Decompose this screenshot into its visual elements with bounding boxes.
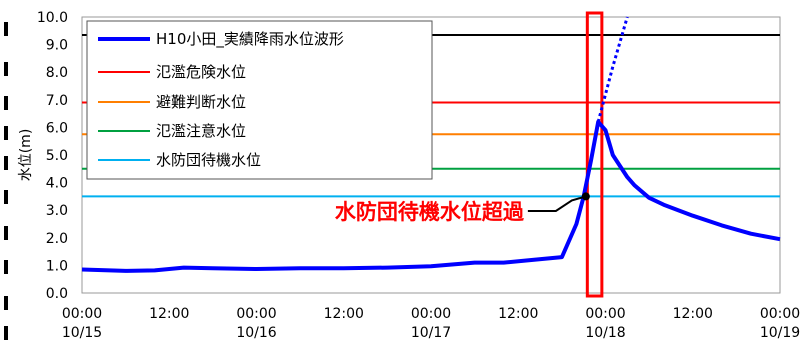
x-tick-time-label: 12:00 <box>149 306 189 322</box>
legend-label-ref-4: 水防団待機水位 <box>156 151 261 169</box>
y-tick-label: 8.0 <box>46 65 68 81</box>
y-axis-ticks: 0.0 1.0 2.0 3.0 4.0 5.0 6.0 7.0 8.0 9.0 10.0 <box>37 10 68 302</box>
x-tick-time-label: 12:00 <box>498 306 538 322</box>
y-tick-label: 2.0 <box>46 231 68 247</box>
annotation-label: 水防団待機水位超過 <box>335 200 525 224</box>
x-tick-date-label: 10/15 <box>62 325 102 341</box>
legend-label-series: H10小田_実績降雨水位波形 <box>156 30 344 49</box>
highlight-band <box>585 11 604 298</box>
x-axis-ticks: 00:00 10/15 12:00 00:00 10/16 12:00 00:00 10/17… <box>62 306 800 341</box>
y-tick-label: 3.0 <box>46 203 68 219</box>
y-tick-label: 9.0 <box>46 38 68 54</box>
x-tick-time-label: 12:00 <box>673 306 713 322</box>
legend-label-ref-3: 氾濫注意水位 <box>156 122 246 140</box>
y-tick-label: 7.0 <box>46 93 68 109</box>
x-tick-time-label: 00:00 <box>62 306 102 322</box>
annotation-point <box>581 192 590 201</box>
y-tick-label: 4.0 <box>46 176 68 192</box>
highlight-rect <box>585 11 604 298</box>
x-tick-date-label: 10/17 <box>411 325 451 341</box>
x-tick-time-label: 00:00 <box>236 306 276 322</box>
x-tick-time-label: 00:00 <box>585 306 625 322</box>
series-line-0 <box>81 119 781 273</box>
series-group <box>81 16 781 273</box>
annotation-leader <box>527 195 587 212</box>
y-tick-label: 5.0 <box>46 148 68 164</box>
legend-box <box>86 20 433 180</box>
x-tick-time-label: 12:00 <box>324 306 364 322</box>
legend-label-ref-1: 氾濫危険水位 <box>156 63 246 81</box>
x-tick-time-label: 00:00 <box>760 306 800 322</box>
left-edge-marks <box>4 22 8 340</box>
y-axis-label: 水位(m) <box>18 129 34 182</box>
y-tick-label: 10.0 <box>37 10 68 26</box>
series-line-1 <box>596 16 629 123</box>
x-tick-date-label: 10/18 <box>585 325 625 341</box>
x-tick-date-label: 10/16 <box>236 325 276 341</box>
annotation-group: 水防団待機水位超過 <box>335 192 590 224</box>
y-tick-label: 0.0 <box>46 286 68 302</box>
legend: H10小田_実績降雨水位波形 氾濫危険水位 避難判断水位 氾濫注意水位 水防団待… <box>86 20 433 180</box>
y-tick-label: 6.0 <box>46 120 68 136</box>
x-tick-date-label: 10/19 <box>760 325 800 341</box>
y-tick-label: 1.0 <box>46 258 68 274</box>
x-tick-time-label: 00:00 <box>411 306 451 322</box>
legend-label-ref-2: 避難判断水位 <box>156 93 246 111</box>
